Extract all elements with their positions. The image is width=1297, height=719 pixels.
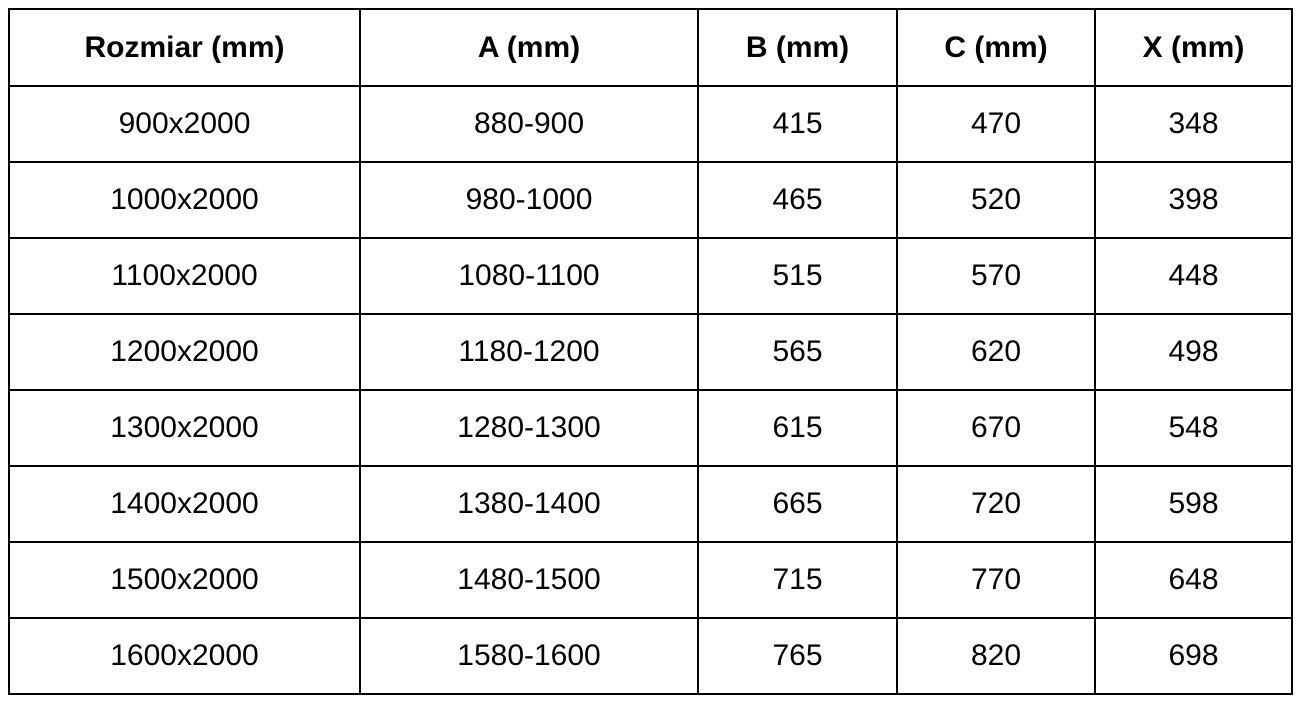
table-cell: 1580-1600 <box>359 617 699 695</box>
table-cell: 348 <box>1094 85 1293 163</box>
table-cell: 1280-1300 <box>359 389 699 467</box>
table-cell: 498 <box>1094 313 1293 391</box>
column-header: Rozmiar (mm) <box>8 8 361 87</box>
table-cell: 470 <box>896 85 1096 163</box>
table-cell: 570 <box>896 237 1096 315</box>
table-row: 1500x2000 1480-1500 715 770 648 <box>8 541 1293 619</box>
header-row: Rozmiar (mm) A (mm) B (mm) C (mm) X (mm) <box>8 8 1293 87</box>
table-cell: 880-900 <box>359 85 699 163</box>
table-cell: 1080-1100 <box>359 237 699 315</box>
table-cell: 1600x2000 <box>8 617 361 695</box>
table-cell: 1480-1500 <box>359 541 699 619</box>
table-cell: 398 <box>1094 161 1293 239</box>
table-row: 1400x2000 1380-1400 665 720 598 <box>8 465 1293 543</box>
table-cell: 1200x2000 <box>8 313 361 391</box>
column-header: C (mm) <box>896 8 1096 87</box>
table-cell: 1400x2000 <box>8 465 361 543</box>
table-cell: 448 <box>1094 237 1293 315</box>
table-cell: 765 <box>697 617 898 695</box>
table-cell: 615 <box>697 389 898 467</box>
table-cell: 1300x2000 <box>8 389 361 467</box>
table-cell: 520 <box>896 161 1096 239</box>
table-cell: 1380-1400 <box>359 465 699 543</box>
table-cell: 620 <box>896 313 1096 391</box>
table-cell: 720 <box>896 465 1096 543</box>
table-cell: 1000x2000 <box>8 161 361 239</box>
table-row: 1200x2000 1180-1200 565 620 498 <box>8 313 1293 391</box>
table-cell: 598 <box>1094 465 1293 543</box>
table-cell: 515 <box>697 237 898 315</box>
table-row: 900x2000 880-900 415 470 348 <box>8 85 1293 163</box>
table-row: 1300x2000 1280-1300 615 670 548 <box>8 389 1293 467</box>
column-header: X (mm) <box>1094 8 1293 87</box>
table-cell: 900x2000 <box>8 85 361 163</box>
table-cell: 670 <box>896 389 1096 467</box>
table-cell: 1100x2000 <box>8 237 361 315</box>
table-row: 1600x2000 1580-1600 765 820 698 <box>8 617 1293 695</box>
table-cell: 465 <box>697 161 898 239</box>
table-cell: 665 <box>697 465 898 543</box>
table-cell: 770 <box>896 541 1096 619</box>
column-header: B (mm) <box>697 8 898 87</box>
table-cell: 980-1000 <box>359 161 699 239</box>
table-cell: 820 <box>896 617 1096 695</box>
table-cell: 1500x2000 <box>8 541 361 619</box>
table-row: 1000x2000 980-1000 465 520 398 <box>8 161 1293 239</box>
table-cell: 648 <box>1094 541 1293 619</box>
table-cell: 565 <box>697 313 898 391</box>
table-row: 1100x2000 1080-1100 515 570 448 <box>8 237 1293 315</box>
table-cell: 415 <box>697 85 898 163</box>
table-cell: 715 <box>697 541 898 619</box>
column-header: A (mm) <box>359 8 699 87</box>
dimensions-table: Rozmiar (mm) A (mm) B (mm) C (mm) X (mm) 900… <box>8 8 1293 695</box>
table-cell: 1180-1200 <box>359 313 699 391</box>
table-cell: 548 <box>1094 389 1293 467</box>
table-cell: 698 <box>1094 617 1293 695</box>
